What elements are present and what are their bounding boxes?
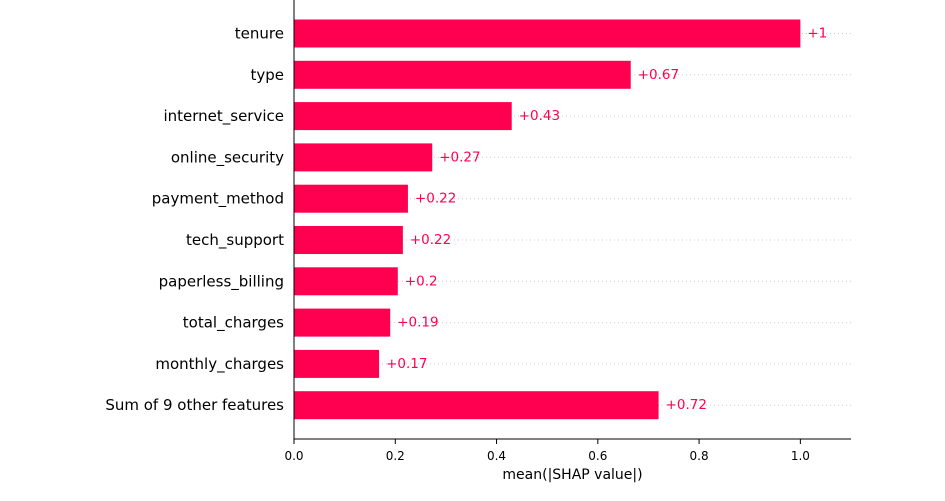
x-tick-label: 0.2 bbox=[386, 449, 405, 463]
row-guidelines bbox=[294, 33, 851, 406]
feature-label: monthly_charges bbox=[155, 355, 284, 374]
x-ticks-group: 0.0 0.2 0.4 0.6 0.8 1.0 bbox=[284, 439, 810, 463]
bar bbox=[294, 60, 631, 89]
feature-label: Sum of 9 other features bbox=[105, 396, 284, 414]
x-tick-label: 0.6 bbox=[588, 449, 607, 463]
value-label: +0.17 bbox=[386, 356, 427, 372]
bar bbox=[294, 349, 380, 378]
x-tick-label: 0.8 bbox=[690, 449, 709, 463]
value-label: +0.27 bbox=[439, 149, 480, 165]
feature-label: paperless_billing bbox=[159, 272, 284, 291]
value-label: +0.2 bbox=[405, 273, 438, 289]
value-labels-group: +1 +0.67 +0.43 +0.27 +0.22 +0.22 +0.2 +0.19 +0.1… bbox=[386, 26, 827, 414]
value-label: +0.43 bbox=[519, 108, 560, 124]
bar bbox=[294, 308, 391, 337]
feature-label: type bbox=[250, 66, 284, 84]
feature-label: tenure bbox=[235, 25, 284, 43]
feature-label: internet_service bbox=[163, 107, 284, 126]
bar bbox=[294, 391, 659, 420]
value-label: +0.72 bbox=[666, 397, 707, 413]
value-label: +0.19 bbox=[397, 315, 438, 331]
x-axis-title: mean(|SHAP value|) bbox=[502, 467, 642, 483]
x-tick-label: 0.0 bbox=[284, 449, 303, 463]
axes-group bbox=[293, 0, 851, 440]
bar bbox=[294, 184, 408, 213]
value-label: +0.67 bbox=[638, 67, 679, 83]
x-tick-label: 1.0 bbox=[791, 449, 810, 463]
value-label: +0.22 bbox=[410, 232, 451, 248]
value-label: +0.22 bbox=[415, 191, 456, 207]
bar bbox=[294, 102, 512, 131]
bar bbox=[294, 143, 433, 172]
feature-label: payment_method bbox=[152, 190, 284, 209]
feature-label: total_charges bbox=[183, 314, 284, 333]
bar bbox=[294, 19, 801, 48]
bars-group bbox=[294, 19, 801, 420]
bar bbox=[294, 226, 403, 254]
feature-labels-group: tenure type internet_service online_securit… bbox=[105, 25, 284, 415]
value-label: +1 bbox=[807, 26, 827, 42]
feature-label: online_security bbox=[171, 148, 284, 167]
x-tick-label: 0.4 bbox=[487, 449, 506, 463]
bar bbox=[294, 267, 398, 296]
feature-label: tech_support bbox=[186, 231, 284, 250]
